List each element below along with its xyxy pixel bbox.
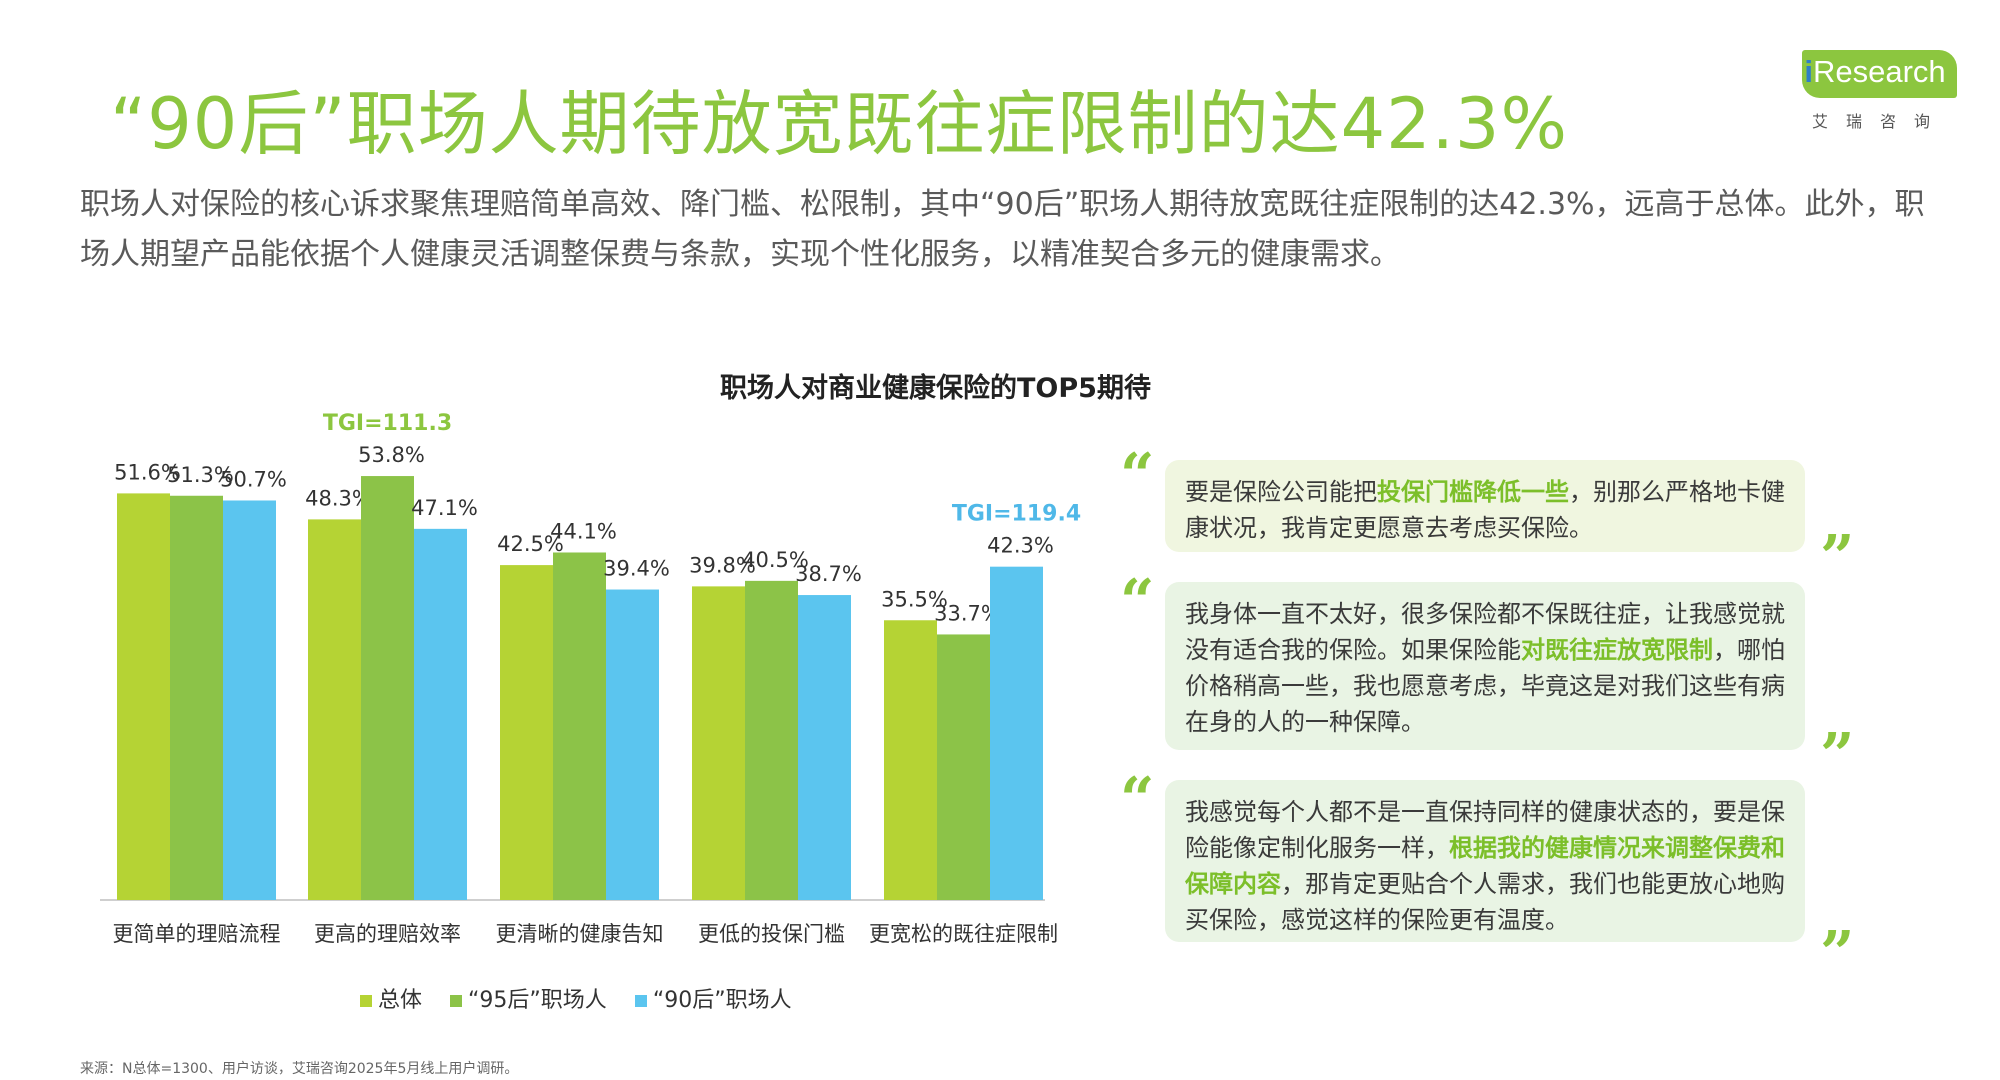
bar-2-3	[553, 552, 606, 900]
chart-title: 职场人对商业健康保险的TOP5期待	[720, 373, 1151, 404]
logo-subtitle: 艾瑞咨询	[1811, 112, 1948, 131]
value-label: 48.3%	[305, 486, 372, 510]
bar-1-4	[692, 586, 745, 900]
tgi-annotation: TGI=119.4	[952, 502, 1081, 527]
quote-card-3: 我感觉每个人都不是一直保持同样的健康状态的，要是保险能像定制化服务一样，根据我的…	[1165, 780, 1805, 942]
logo-box	[1802, 50, 1957, 98]
source-note: 来源：N总体=1300、用户访谈，艾瑞咨询2025年5月线上用户调研。	[80, 1061, 519, 1077]
bar-1-3	[500, 565, 553, 900]
bar-3-2	[414, 528, 467, 900]
open-quote-icon: “	[1120, 567, 1155, 637]
bar-3-1	[223, 500, 276, 900]
bar-1-5	[884, 620, 937, 900]
bar-3-5	[990, 566, 1043, 900]
value-label: 38.7%	[795, 562, 862, 586]
value-label: 47.1%	[411, 496, 478, 520]
tgi-annotation: TGI=111.3	[323, 411, 452, 436]
value-label: 42.5%	[497, 532, 564, 556]
bar-chart: 51.6%51.3%50.7% 更简单的理赔流程 48.3% 53.8% 47.1% 更高…	[100, 411, 1081, 946]
bar-1-2	[308, 519, 361, 900]
page-title: “90后”职场人期待放宽既往症限制的达42.3%	[110, 83, 1568, 165]
legend-swatch	[450, 995, 463, 1007]
x-tick-label: 更高的理赔效率	[314, 922, 461, 946]
bar-1-1	[117, 493, 170, 900]
chart-legend: 总体 “95后”职场人 “90后”职场人	[360, 982, 820, 1014]
quote-card-2: 我身体一直不太好，很多保险都不保既往症，让我感觉就没有适合我的保险。如果保险能对…	[1165, 582, 1805, 750]
bar-3-4	[798, 595, 851, 900]
legend-swatch	[634, 995, 647, 1007]
quote-card-1: 要是保险公司能把投保门槛降低一些，别那么严格地卡健康状况，我肯定更愿意去考虑买保…	[1165, 460, 1805, 552]
bar-2-5	[937, 634, 990, 900]
legend-item: “90后”职场人	[634, 982, 792, 1014]
bar-3-3	[606, 589, 659, 900]
value-label: 42.3%	[987, 534, 1054, 558]
value-label: 53.8%	[358, 443, 425, 467]
value-label: 40.5%	[742, 548, 809, 572]
quote-highlight: 根据我的健康情况来调整保费和保障内容	[1185, 834, 1785, 898]
legend-label: 总体	[378, 988, 423, 1013]
legend-item: “95后”职场人	[450, 982, 607, 1014]
value-label: 39.8%	[689, 553, 756, 577]
x-tick-label: 更清晰的健康告知	[496, 922, 664, 946]
bar-2-4	[745, 580, 798, 900]
legend-label: “90后”职场人	[652, 988, 792, 1013]
quote-highlight: 对既往症放宽限制	[1521, 636, 1713, 664]
x-tick-label: 更简单的理赔流程	[113, 922, 281, 946]
open-quote-icon: “	[1120, 765, 1155, 835]
bar-2-1	[170, 495, 223, 900]
x-tick-label: 更宽松的既往症限制	[869, 922, 1058, 946]
value-label: 51.3%	[167, 463, 234, 487]
bar-2-2	[361, 476, 414, 900]
value-label: 35.5%	[881, 587, 948, 611]
quote-highlight: 投保门槛降低一些	[1377, 478, 1569, 506]
value-label: 51.6%	[114, 460, 181, 484]
x-tick-label: 更低的投保门槛	[698, 922, 845, 946]
legend-label: “95后”职场人	[468, 988, 607, 1013]
close-quote-icon: ”	[1820, 721, 1855, 791]
legend-swatch	[360, 995, 372, 1007]
close-quote-icon: ”	[1820, 919, 1855, 989]
value-label: 44.1%	[550, 519, 617, 543]
page-subtitle: 职场人对保险的核心诉求聚焦理赔简单高效、降门槛、松限制，其中“90后”职场人期待…	[80, 187, 1925, 272]
legend-item: 总体	[360, 982, 422, 1014]
value-label: 50.7%	[220, 467, 287, 491]
value-label: 39.4%	[603, 557, 670, 581]
value-label: 33.7%	[934, 601, 1001, 625]
open-quote-icon: “	[1120, 441, 1155, 511]
iresearch-logo: iResearch 艾瑞咨询	[1790, 50, 1970, 135]
logo-text: iResearch	[1804, 54, 1946, 89]
close-quote-icon: ”	[1820, 523, 1855, 593]
